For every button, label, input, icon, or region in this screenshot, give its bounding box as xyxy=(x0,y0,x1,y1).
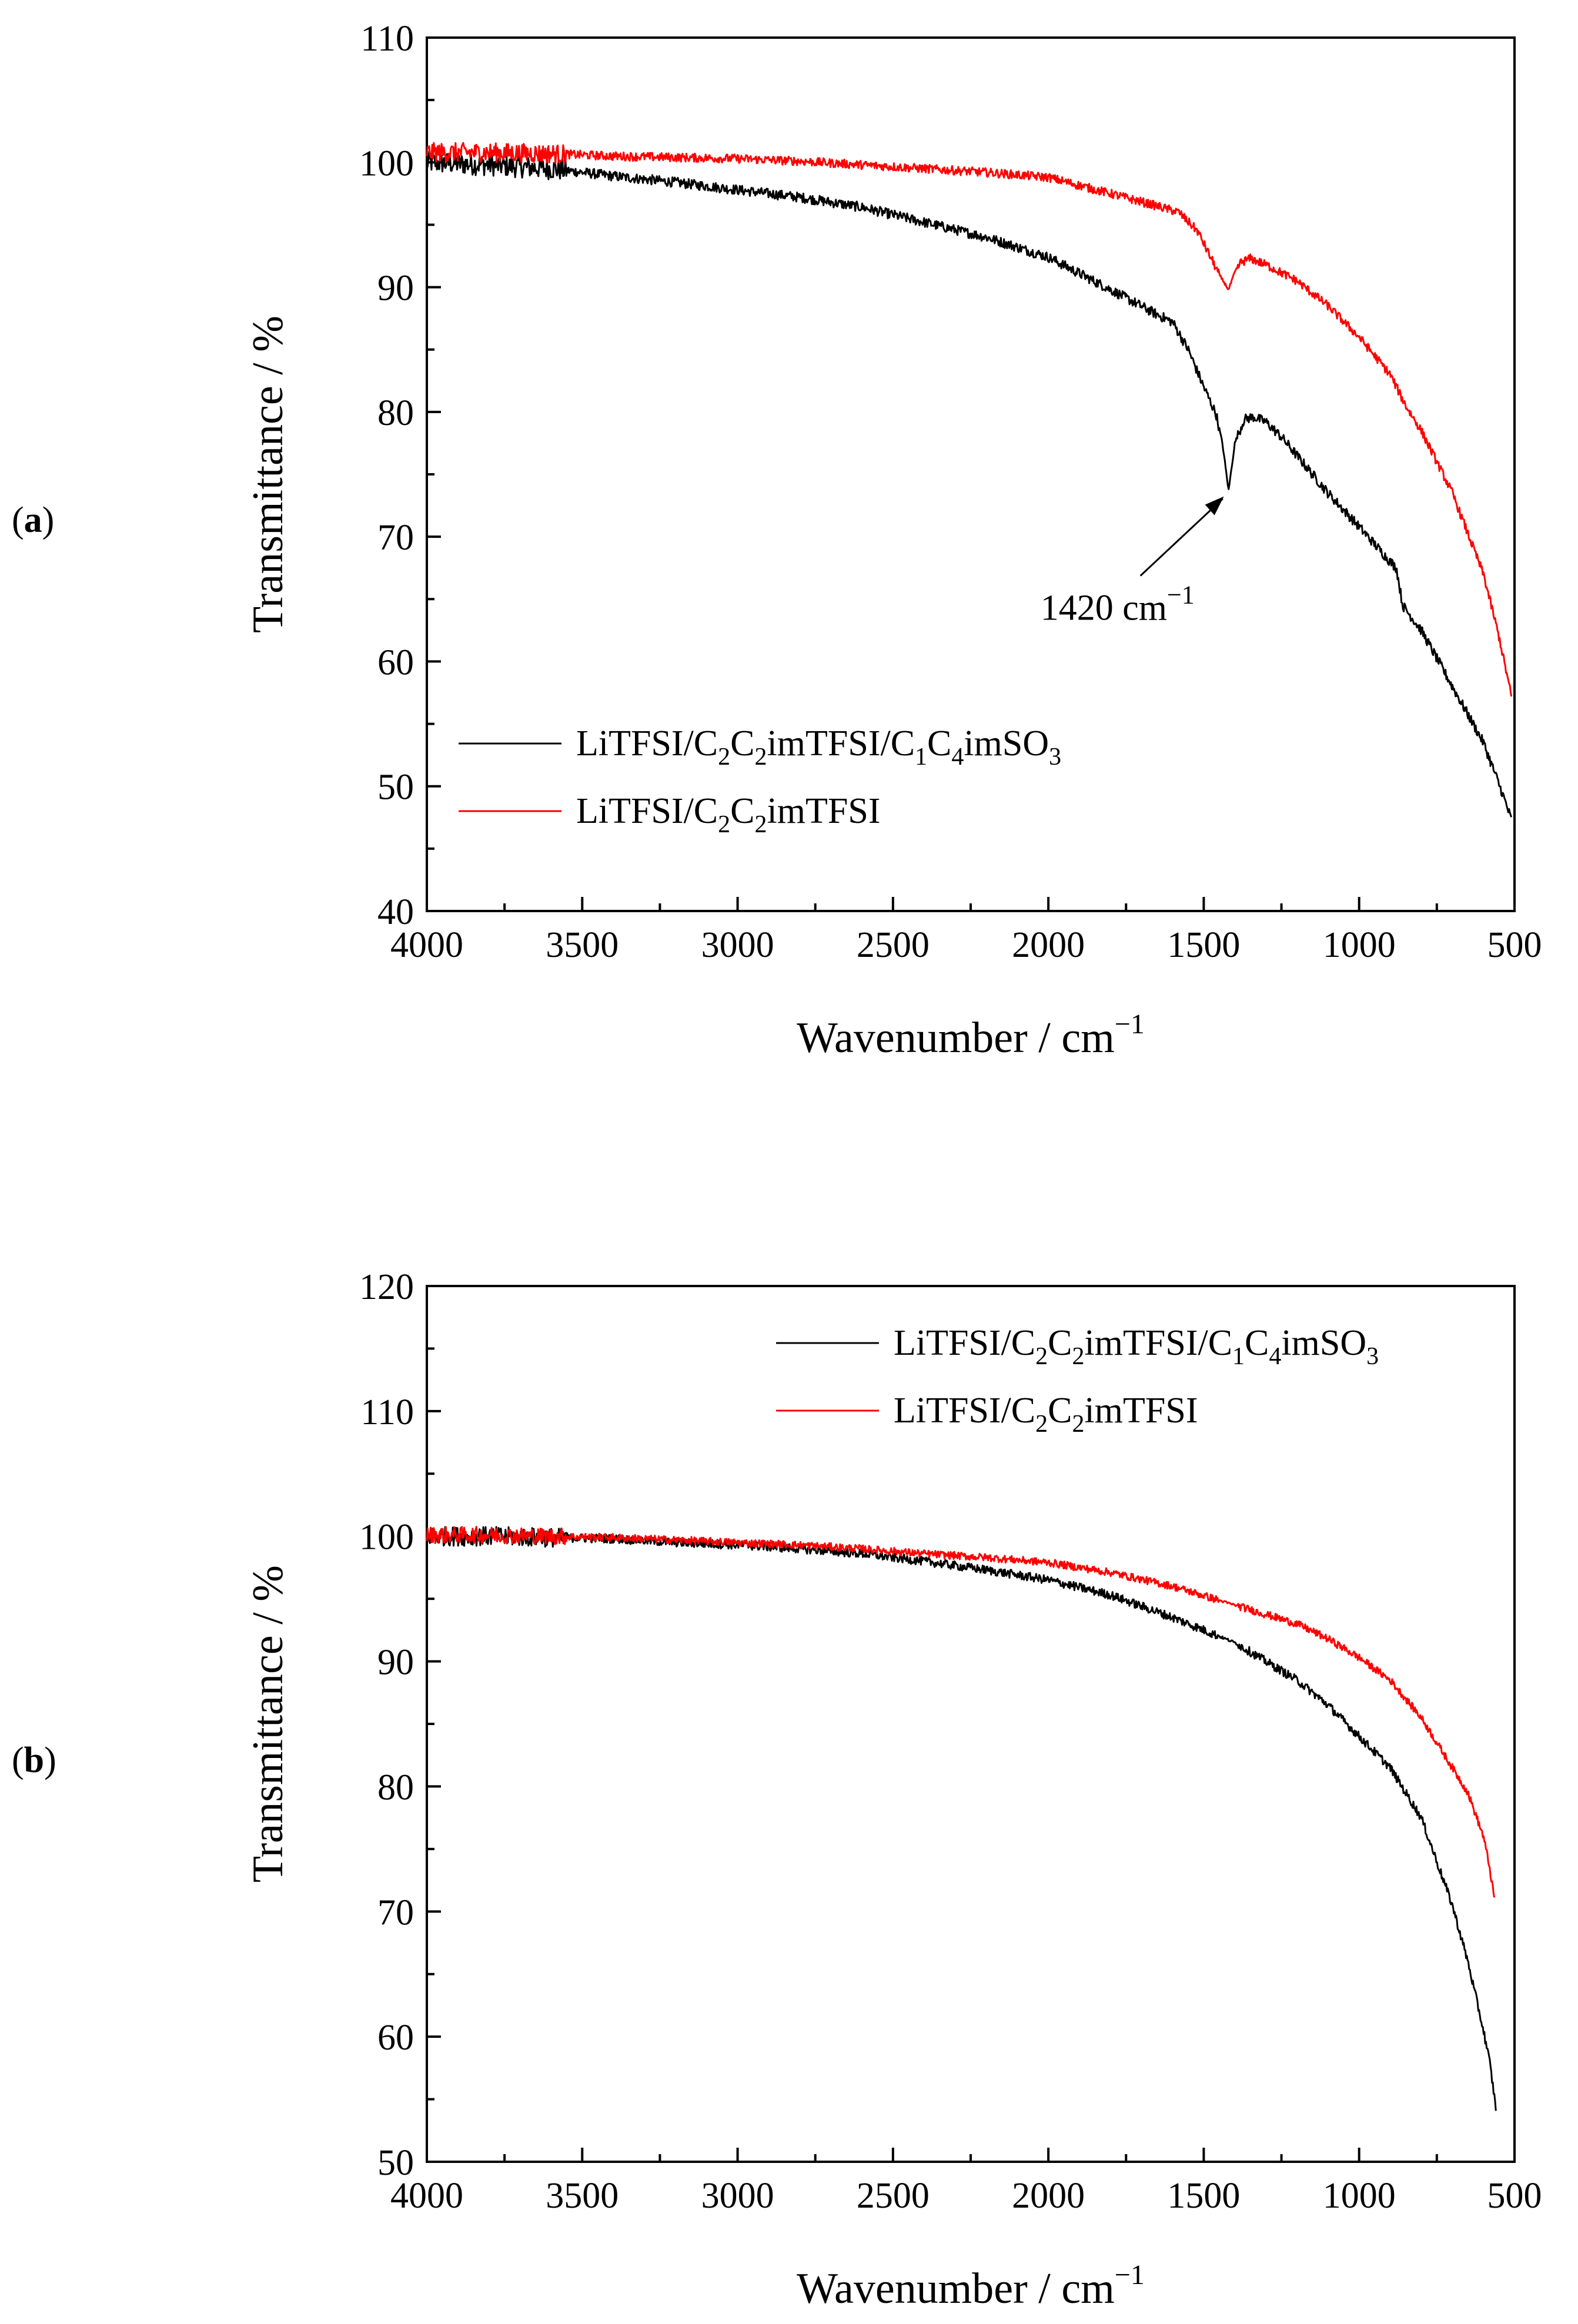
x-tick-label: 2000 xyxy=(1012,925,1085,965)
panel-b-legend: LiTFSI/C2C2imTFSI/C1C4imSO3 LiTFSI/C2C2im… xyxy=(776,1323,1379,1438)
x-tick-label: 4000 xyxy=(390,2176,463,2216)
panel-a-xlabel: Wavenumber / cm−1 xyxy=(797,1009,1145,1062)
y-tick-label: 40 xyxy=(377,892,414,932)
x-tick-label: 1000 xyxy=(1323,2176,1396,2216)
panel-b-xlabel: Wavenumber / cm−1 xyxy=(797,2259,1145,2313)
panel-b-series xyxy=(426,1526,1497,2111)
x-tick-label: 2500 xyxy=(857,925,930,965)
annotation-label: 1420 cm−1 xyxy=(1041,581,1195,628)
x-tick-label: 2000 xyxy=(1012,2176,1085,2216)
y-tick-label: 100 xyxy=(359,1518,414,1558)
y-tick-label: 90 xyxy=(377,269,414,309)
x-tick-label: 3000 xyxy=(701,925,774,965)
y-tick-label: 80 xyxy=(377,1767,414,1807)
x-tick-label: 500 xyxy=(1487,925,1542,965)
panel-a: (a) 4000 3500 3000 2500 2000 1500 1000 500 40 50 6… xyxy=(12,19,1542,1062)
x-tick-label: 3500 xyxy=(546,925,619,965)
panel-a-label: (a) xyxy=(12,500,54,540)
panel-b-label: (b) xyxy=(12,1740,56,1780)
panel-a-annotation: 1420 cm−1 xyxy=(1041,496,1224,628)
y-tick-label: 50 xyxy=(377,2143,414,2183)
x-tick-label: 3000 xyxy=(701,2176,774,2216)
series-line-red xyxy=(426,1526,1496,1898)
y-tick-label: 60 xyxy=(377,2018,414,2058)
legend-entry: LiTFSI/C2C2imTFSI xyxy=(576,791,880,838)
panel-b: (b) 4000 3500 3000 2500 2000 1500 1000 500 50 60 7… xyxy=(12,1267,1542,2313)
x-tick-label: 3500 xyxy=(546,2176,619,2216)
y-tick-label: 90 xyxy=(377,1643,414,1683)
y-tick-label: 110 xyxy=(360,1392,414,1432)
series-line-black xyxy=(426,150,1513,818)
panel-a-ticks: 4000 3500 3000 2500 2000 1500 1000 500 40 50 60 70 8… xyxy=(359,19,1542,965)
panel-b-ylabel: Transmittance / % xyxy=(244,1565,292,1883)
series-line-black xyxy=(426,1526,1497,2111)
y-tick-label: 70 xyxy=(377,1893,414,1933)
panel-a-plot-frame xyxy=(426,36,1516,912)
x-tick-label: 1500 xyxy=(1167,925,1240,965)
legend-entry: LiTFSI/C2C2imTFSI/C1C4imSO3 xyxy=(894,1323,1379,1370)
x-tick-label: 1000 xyxy=(1323,925,1396,965)
panel-a-ylabel: Transmittance / % xyxy=(244,316,292,633)
legend-entry: LiTFSI/C2C2imTFSI xyxy=(894,1391,1198,1438)
series-line-red xyxy=(426,142,1513,697)
x-tick-label: 500 xyxy=(1487,2176,1542,2216)
annotation-arrow xyxy=(1139,498,1223,577)
y-tick-label: 100 xyxy=(359,143,414,183)
x-tick-label: 4000 xyxy=(390,925,463,965)
legend-entry: LiTFSI/C2C2imTFSI/C1C4imSO3 xyxy=(576,724,1061,771)
y-tick-label: 60 xyxy=(377,642,414,682)
panel-b-ticks: 4000 3500 3000 2500 2000 1500 1000 500 50 60 70 80 9… xyxy=(359,1267,1542,2216)
y-tick-label: 50 xyxy=(377,768,414,808)
panel-a-series xyxy=(426,142,1513,818)
y-tick-label: 80 xyxy=(377,393,414,433)
panel-a-legend: LiTFSI/C2C2imTFSI/C1C4imSO3 LiTFSI/C2C2im… xyxy=(459,724,1061,838)
y-tick-label: 110 xyxy=(360,19,414,59)
y-tick-label: 120 xyxy=(359,1267,414,1307)
y-tick-label: 70 xyxy=(377,518,414,558)
x-tick-label: 1500 xyxy=(1167,2176,1240,2216)
x-tick-label: 2500 xyxy=(857,2176,930,2216)
annotation-arrowhead xyxy=(1205,496,1224,515)
